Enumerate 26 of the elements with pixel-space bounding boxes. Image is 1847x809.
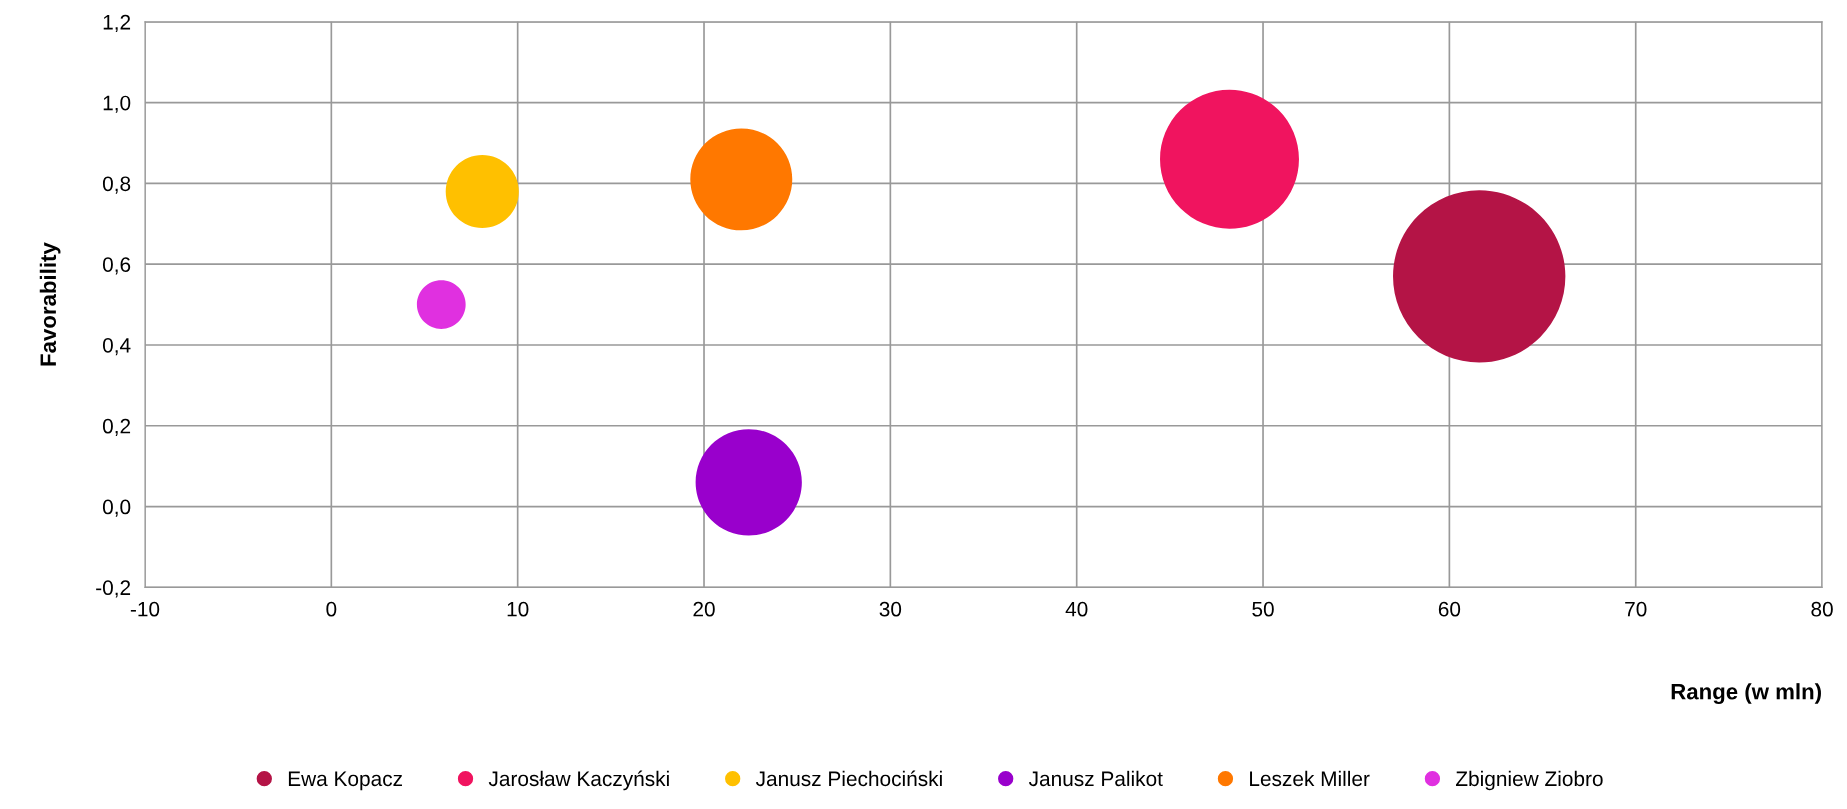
y-tick-label: 0,4 (102, 337, 131, 356)
x-tick-label: 60 (1438, 601, 1461, 617)
x-tick-label: 70 (1625, 601, 1647, 617)
legend-label: Janusz Palikot (1028, 770, 1163, 787)
x-tick-label: 20 (693, 601, 715, 617)
y-tick-label: 0,0 (102, 499, 131, 517)
y-axis-title: Favorability (39, 242, 61, 366)
legend-label: Zbigniew Ziobro (1455, 770, 1603, 791)
x-tick-label: 80 (1811, 601, 1833, 617)
x-tick-label: -10 (130, 601, 160, 617)
legend-label: Janusz Piechociński (755, 770, 942, 787)
y-tick-label: 0,2 (102, 418, 131, 436)
legend-label: Ewa Kopacz (288, 771, 402, 791)
x-tick-label: 30 (879, 601, 902, 617)
x-tick-label: 10 (507, 601, 529, 617)
x-axis-title: Range (w mln) (1671, 683, 1821, 704)
y-tick-label: 0,8 (102, 176, 131, 194)
legend-label: Jarosław Kaczyński (488, 770, 669, 791)
x-tick-label: 0 (326, 601, 337, 617)
legend-label: Leszek Miller (1250, 770, 1370, 787)
y-tick-label: -0,2 (96, 580, 131, 598)
y-tick-label: 1,2 (103, 14, 131, 33)
y-tick-label: 0,6 (102, 257, 131, 275)
x-tick-label: 50 (1252, 601, 1274, 617)
y-tick-label: 1,0 (103, 95, 131, 113)
x-tick-label: 40 (1065, 601, 1088, 617)
